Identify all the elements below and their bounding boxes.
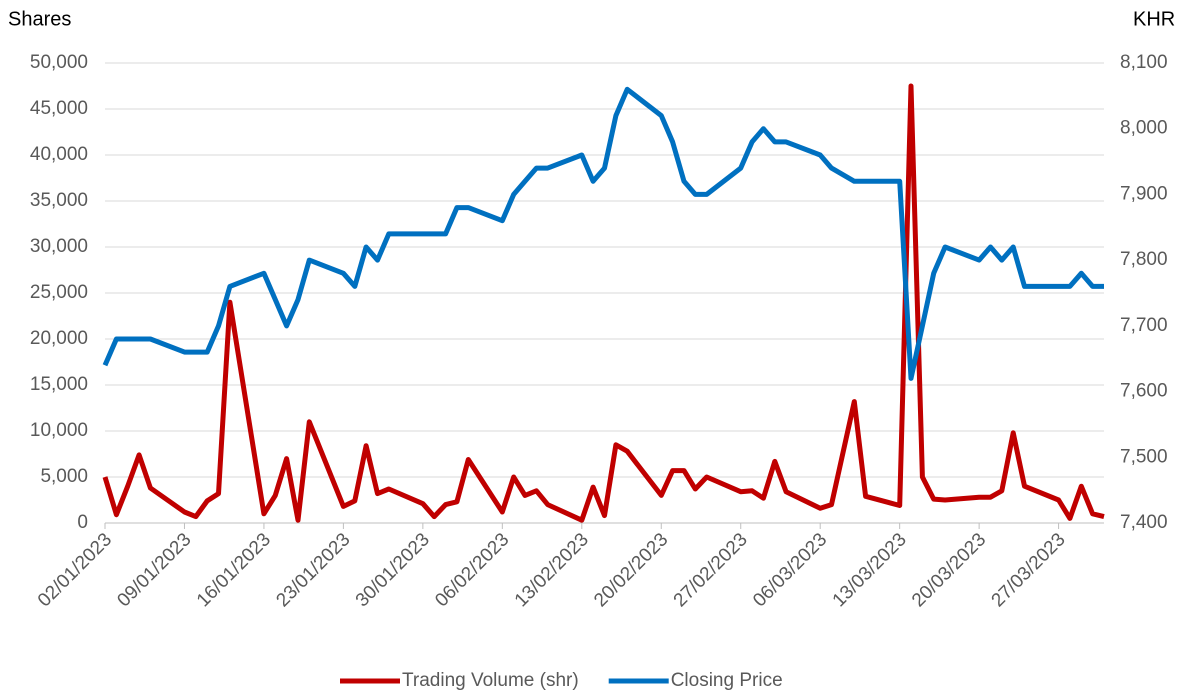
x-tick-label: 27/03/2023 [988, 529, 1070, 611]
x-tick-label: 16/01/2023 [193, 529, 275, 611]
x-tick-label: 30/01/2023 [352, 529, 434, 611]
y2-tick-label: 8,100 [1120, 52, 1168, 73]
y-tick-label: 40,000 [30, 144, 88, 165]
x-tick-label: 09/01/2023 [113, 529, 195, 611]
x-tick-label: 20/02/2023 [590, 529, 672, 611]
y-axis-title: Shares [8, 8, 71, 30]
x-tick-label: 02/01/2023 [34, 529, 116, 611]
y-tick-label: 0 [77, 512, 88, 533]
y2-tick-label: 8,000 [1120, 118, 1168, 139]
x-tick-label: 06/02/2023 [431, 529, 513, 611]
legend-label: Closing Price [671, 670, 783, 691]
x-tick-label: 23/01/2023 [272, 529, 354, 611]
y-tick-label: 45,000 [30, 98, 88, 119]
series-line [102, 83, 1105, 523]
y2-tick-label: 7,700 [1120, 315, 1168, 336]
y-tick-label: 10,000 [30, 420, 88, 441]
y-tick-label: 50,000 [30, 52, 88, 73]
x-tick-label: 06/03/2023 [749, 529, 831, 611]
x-tick-label: 27/02/2023 [670, 529, 752, 611]
y-tick-label: 30,000 [30, 236, 88, 257]
y-tick-label: 5,000 [40, 466, 88, 487]
y2-tick-label: 7,900 [1120, 183, 1168, 204]
y2-tick-label: 7,400 [1120, 512, 1168, 533]
legend-label: Trading Volume (shr) [402, 670, 579, 691]
y-tick-label: 25,000 [30, 282, 88, 303]
x-tick-label: 13/03/2023 [829, 529, 911, 611]
series-line [102, 86, 1104, 381]
y-tick-label: 15,000 [30, 374, 88, 395]
y2-tick-label: 7,600 [1120, 381, 1168, 402]
y2-tick-label: 7,500 [1120, 446, 1168, 467]
x-tick-label: 20/03/2023 [908, 529, 990, 611]
y2-axis-title: KHR [1133, 8, 1175, 30]
x-tick-label: 13/02/2023 [511, 529, 593, 611]
y-tick-label: 35,000 [30, 190, 88, 211]
y2-tick-label: 7,800 [1120, 249, 1168, 270]
y-tick-label: 20,000 [30, 328, 88, 349]
